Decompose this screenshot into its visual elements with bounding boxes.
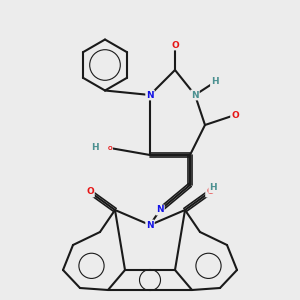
Text: O: O [206, 188, 214, 196]
Text: H: H [209, 184, 217, 193]
Text: N: N [146, 220, 154, 230]
Text: O: O [86, 188, 94, 196]
Text: N: N [191, 91, 199, 100]
Text: O: O [171, 40, 179, 50]
Text: H: H [211, 77, 219, 86]
Text: N: N [156, 206, 164, 214]
Text: O: O [108, 146, 112, 151]
Text: H: H [91, 143, 99, 152]
Text: H: H [211, 77, 219, 86]
Text: N: N [146, 91, 154, 100]
Text: O: O [231, 110, 239, 119]
